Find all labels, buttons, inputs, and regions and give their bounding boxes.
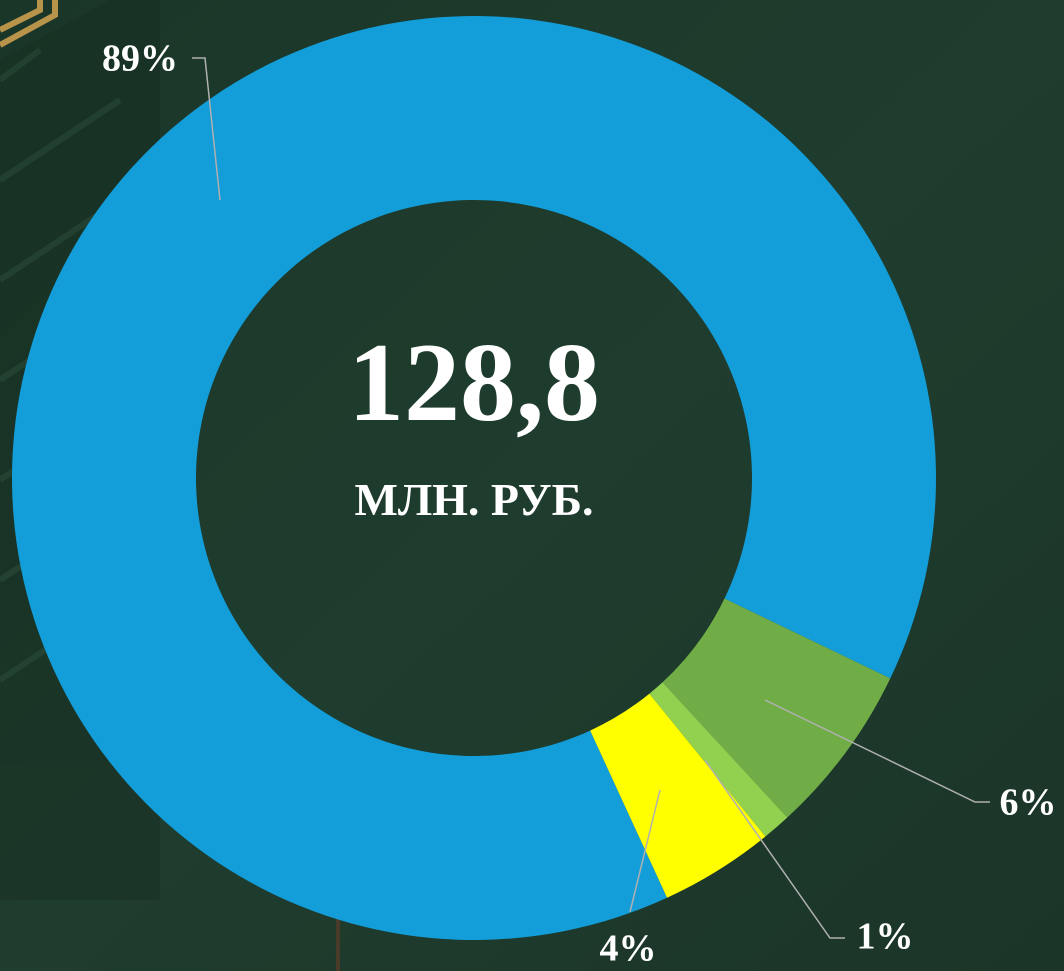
center-label: МЛН. РУБ. xyxy=(354,474,593,525)
data-label: 6% xyxy=(1000,782,1057,824)
center-value: 128,8 xyxy=(348,321,600,445)
data-label: 89% xyxy=(102,38,178,80)
chart: 89% 6% 1% 4% 128,8 МЛН. РУБ. xyxy=(0,0,1064,971)
page: {"chart_data": {"type": "donut", "center… xyxy=(0,0,1064,971)
data-label: 4% xyxy=(600,928,657,970)
data-label: 1% xyxy=(857,916,914,958)
